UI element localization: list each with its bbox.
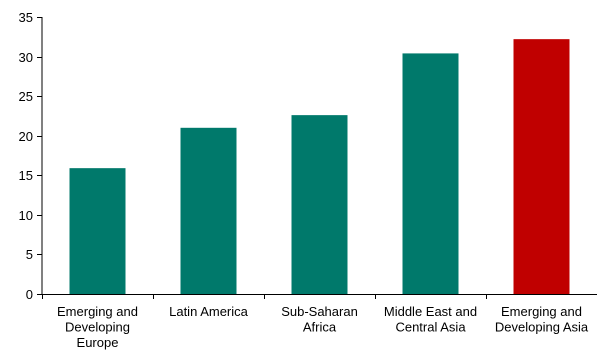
category-label: Emerging and Developing Europe [57,304,138,350]
bar-2 [180,127,237,294]
y-tick-label: 25 [19,89,33,104]
y-tick-label: 0 [26,287,33,302]
category-label: Latin America [169,304,249,319]
bar-5 [513,39,570,294]
y-tick-label: 5 [26,247,33,262]
category-label-line: Middle East and [384,304,477,319]
y-tick-label: 30 [19,50,33,65]
category-label-line: Sub-Saharan [281,304,358,319]
category-label-line: Developing [65,320,130,335]
bar-3 [291,115,348,294]
y-tick-label: 20 [19,129,33,144]
bar-1 [69,168,126,294]
category-label-line: Emerging and [57,304,138,319]
category-label: Sub-Saharan Africa [281,304,358,335]
y-axis: 0 5 10 15 20 25 30 35 [19,10,43,302]
y-tick-label: 15 [19,168,33,183]
bars [69,39,570,294]
category-label-line: Central Asia [395,320,466,335]
bar-4 [402,53,459,294]
category-label: Middle East and Central Asia [384,304,477,335]
category-label-line: Latin America [169,304,249,319]
category-label-line: Developing Asia [495,320,589,335]
category-label-line: Africa [303,320,337,335]
y-tick-label: 10 [19,208,33,223]
category-label-line: Emerging and [501,304,582,319]
category-label-line: Europe [77,335,119,350]
y-tick-label: 35 [19,10,33,25]
category-label: Emerging and Developing Asia [495,304,589,335]
